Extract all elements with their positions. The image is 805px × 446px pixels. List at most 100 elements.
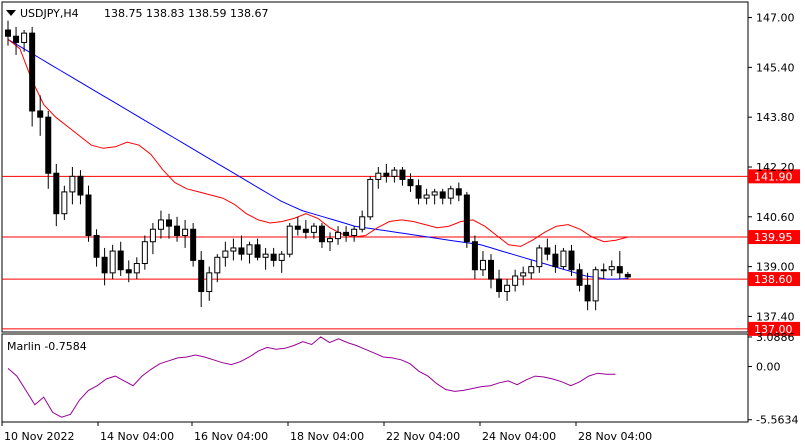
candle-5 [45, 110, 52, 189]
price-tick-label-5: 139.00 [756, 261, 795, 274]
candle-body-65 [528, 266, 535, 274]
candle-body-21 [174, 225, 181, 236]
moving-averages [7, 38, 629, 280]
candle-29 [238, 235, 245, 261]
level-label-2: 138.60 [754, 273, 793, 286]
symbol-label: USDJPY,H4 [20, 7, 79, 20]
candle-body-72 [584, 284, 591, 302]
candle-body-43 [351, 228, 358, 236]
candle-63 [512, 269, 519, 292]
candle-body-28 [230, 247, 237, 252]
candle-body-64 [520, 272, 527, 277]
candle-74 [600, 263, 607, 280]
candle-3 [29, 26, 36, 127]
time-tick-label-3: 18 Nov 04:00 [290, 430, 364, 443]
candle-body-45 [367, 178, 374, 218]
time-tick-label-4: 22 Nov 04:00 [386, 430, 460, 443]
price-axis: 147.00 145.40 143.80 142.20 140.60 139.00 137.… [748, 12, 795, 323]
candle-7 [61, 185, 68, 220]
candle-body-36 [294, 225, 301, 230]
candle-body-67 [544, 247, 551, 255]
price-tick-label-0: 147.00 [756, 12, 795, 25]
indicator-line-group [7, 336, 616, 418]
candle-1 [13, 26, 20, 55]
candle-72 [584, 272, 591, 311]
candle-body-34 [278, 253, 285, 261]
candle-body-53 [431, 191, 438, 196]
candle-body-22 [182, 228, 189, 236]
candle-body-61 [496, 278, 503, 293]
candle-body-35 [286, 225, 293, 255]
candlesticks [5, 20, 631, 311]
candle-12 [101, 247, 108, 286]
candle-75 [608, 260, 615, 276]
indicator-tick-label-2: -5.5634 [756, 414, 798, 427]
candle-58 [471, 235, 478, 280]
candle-body-19 [157, 219, 164, 230]
candle-body-27 [222, 250, 229, 258]
candle-20 [166, 213, 172, 239]
candle-62 [504, 279, 511, 301]
candle-body-50 [407, 178, 414, 187]
candle-body-10 [85, 194, 92, 236]
candle-49 [399, 167, 406, 186]
candle-body-73 [592, 269, 599, 302]
level-label-0: 141.90 [754, 170, 793, 183]
candle-body-60 [488, 259, 494, 280]
candle-body-46 [375, 172, 382, 180]
candle-26 [214, 254, 221, 283]
candle-64 [520, 266, 527, 286]
candle-14 [117, 241, 124, 276]
candle-body-44 [359, 216, 366, 230]
candle-body-42 [343, 231, 350, 236]
candle-body-48 [391, 169, 398, 177]
candle-body-26 [214, 256, 221, 274]
candle-61 [496, 269, 503, 298]
candle-59 [479, 251, 486, 276]
candle-body-5 [45, 116, 52, 174]
candle-60 [488, 254, 494, 289]
candle-66 [536, 244, 543, 273]
time-tick-label-5: 24 Nov 04:00 [482, 430, 556, 443]
level-tag-3 [748, 321, 800, 336]
candle-body-25 [206, 272, 213, 293]
candle-2 [21, 30, 28, 52]
marlin-line [7, 336, 616, 418]
indicator-axis: 3.0886 0.00 -5.5634 [748, 331, 798, 427]
candle-body-56 [455, 188, 462, 196]
candle-50 [407, 173, 414, 192]
candle-body-31 [254, 244, 261, 258]
candle-36 [294, 216, 301, 236]
candle-17 [141, 235, 148, 270]
candle-body-77 [624, 273, 631, 278]
candle-47 [383, 163, 390, 183]
dropdown-triangle-icon[interactable] [6, 10, 16, 16]
price-tick-label-2: 143.80 [756, 111, 795, 124]
candle-body-57 [463, 194, 470, 243]
candle-body-32 [262, 253, 269, 258]
price-tick-label-3: 142.20 [756, 161, 795, 174]
level-tag-1 [748, 230, 800, 245]
candle-37 [302, 219, 309, 239]
candle-70 [568, 244, 575, 276]
indicator-panel[interactable] [1, 333, 749, 423]
horizontal-levels: 141.90 139.95 138.60 137.00 [2, 169, 800, 336]
candle-body-62 [504, 284, 511, 293]
candle-53 [431, 188, 438, 205]
candle-body-7 [61, 191, 68, 215]
candle-body-52 [423, 194, 430, 199]
candle-45 [367, 176, 374, 220]
price-panel[interactable] [1, 1, 749, 333]
candle-16 [133, 257, 140, 280]
candle-body-18 [149, 228, 156, 243]
ma-red-line [7, 39, 629, 247]
candle-body-68 [552, 253, 559, 268]
candle-23 [190, 223, 197, 267]
candle-76 [616, 251, 623, 280]
candle-25 [206, 266, 213, 301]
candle-body-12 [101, 256, 108, 274]
candle-30 [246, 241, 253, 264]
candle-body-49 [399, 169, 406, 180]
candle-body-63 [512, 275, 519, 286]
